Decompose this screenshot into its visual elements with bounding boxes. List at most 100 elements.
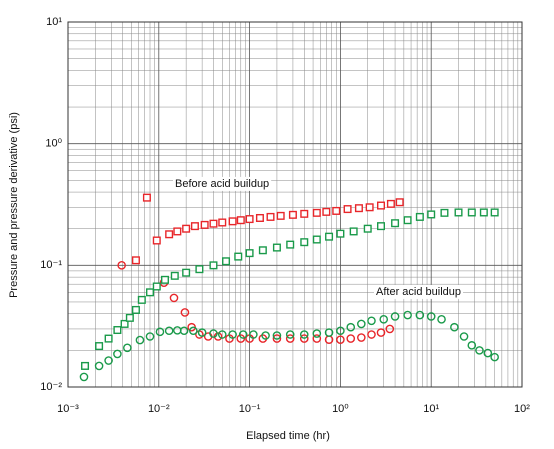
square-marker: [377, 222, 386, 231]
square-marker: [152, 236, 161, 245]
square-marker: [365, 203, 374, 212]
x-tick-label: 10¹: [423, 403, 439, 415]
square-marker: [286, 240, 295, 249]
square-marker: [479, 208, 488, 217]
circle-marker: [367, 330, 376, 339]
square-marker: [332, 206, 341, 215]
square-marker: [234, 252, 243, 261]
circle-marker: [357, 333, 366, 342]
square-marker: [182, 268, 191, 277]
circle-marker: [123, 343, 132, 353]
square-marker: [391, 219, 400, 228]
square-marker: [490, 208, 499, 217]
circle-marker: [367, 316, 376, 326]
x-axis-label: Elapsed time (hr): [246, 430, 330, 442]
square-marker: [236, 216, 245, 225]
circle-marker: [249, 330, 258, 339]
annotation-text: After acid buildup: [376, 286, 461, 298]
circle-marker: [376, 328, 386, 337]
square-marker: [81, 361, 90, 370]
circle-marker: [164, 326, 174, 336]
annotation: After acid buildup: [374, 284, 463, 299]
circle-marker: [272, 334, 282, 343]
circle-marker: [415, 310, 425, 320]
circle-marker: [189, 326, 198, 336]
square-marker: [386, 199, 395, 208]
square-marker: [173, 227, 182, 236]
y-tick-label: 10⁻¹: [40, 259, 62, 271]
circle-marker: [94, 361, 104, 371]
circle-marker: [135, 335, 145, 345]
circle-marker: [238, 330, 248, 339]
square-marker: [209, 219, 218, 228]
square-marker: [142, 193, 151, 202]
circle-marker: [261, 331, 270, 340]
square-marker: [190, 222, 199, 231]
circle-marker: [379, 315, 389, 324]
circle-marker: [403, 310, 412, 320]
square-marker: [228, 217, 237, 226]
square-marker: [325, 232, 334, 241]
square-marker: [300, 238, 309, 247]
square-marker: [467, 208, 476, 217]
square-marker: [427, 210, 436, 219]
square-marker: [312, 235, 321, 244]
square-marker: [349, 227, 358, 236]
annotation-background: [173, 176, 272, 191]
square-marker: [322, 207, 331, 216]
circle-marker: [272, 331, 282, 340]
x-tick-label: 10⁻³: [57, 403, 79, 415]
circle-marker: [113, 349, 122, 359]
circle-marker: [357, 319, 366, 329]
y-axis-label: Pressure and pressure derivative (psi): [8, 112, 20, 298]
square-marker: [222, 257, 231, 266]
annotation-text: Before acid buildup: [175, 178, 269, 190]
square-marker: [165, 230, 174, 239]
circle-marker: [197, 328, 207, 337]
plot-frame: [67, 21, 523, 388]
circle-marker: [209, 329, 218, 338]
y-tick-label: 10⁰: [45, 138, 62, 150]
circle-marker: [155, 327, 165, 337]
square-marker: [312, 208, 321, 217]
square-marker: [440, 208, 449, 217]
circle-marker: [467, 341, 477, 350]
square-marker: [182, 224, 191, 233]
x-tick-label: 10⁻²: [148, 403, 170, 415]
square-marker: [146, 288, 155, 297]
y-tick-label: 10⁻²: [40, 381, 62, 393]
square-marker: [300, 209, 309, 218]
circle-marker: [312, 334, 322, 343]
square-marker: [125, 313, 134, 322]
square-marker: [336, 229, 345, 238]
circle-marker: [324, 328, 334, 337]
circle-marker: [79, 372, 89, 382]
circle-marker: [299, 334, 309, 343]
square-marker: [170, 271, 179, 280]
circle-marker: [426, 312, 436, 321]
square-marker: [395, 198, 404, 207]
circle-marker: [117, 261, 126, 270]
circle-marker: [336, 335, 345, 344]
circle-marker: [312, 329, 322, 338]
square-marker: [415, 212, 424, 221]
circle-marker: [169, 293, 179, 303]
circle-marker: [346, 334, 356, 343]
square-marker: [266, 212, 275, 221]
square-marker: [131, 305, 140, 314]
square-marker: [113, 326, 122, 335]
circle-marker: [346, 322, 356, 332]
square-marker: [288, 210, 297, 219]
square-marker: [343, 205, 352, 214]
circle-marker: [145, 332, 155, 341]
circle-marker: [459, 332, 469, 341]
square-marker: [95, 342, 104, 351]
square-marker: [137, 295, 146, 304]
annotation-background: [374, 284, 463, 299]
square-marker: [272, 243, 281, 252]
circle-marker: [299, 330, 309, 339]
square-marker: [454, 208, 463, 217]
square-marker: [160, 275, 169, 284]
circle-marker: [228, 330, 237, 339]
